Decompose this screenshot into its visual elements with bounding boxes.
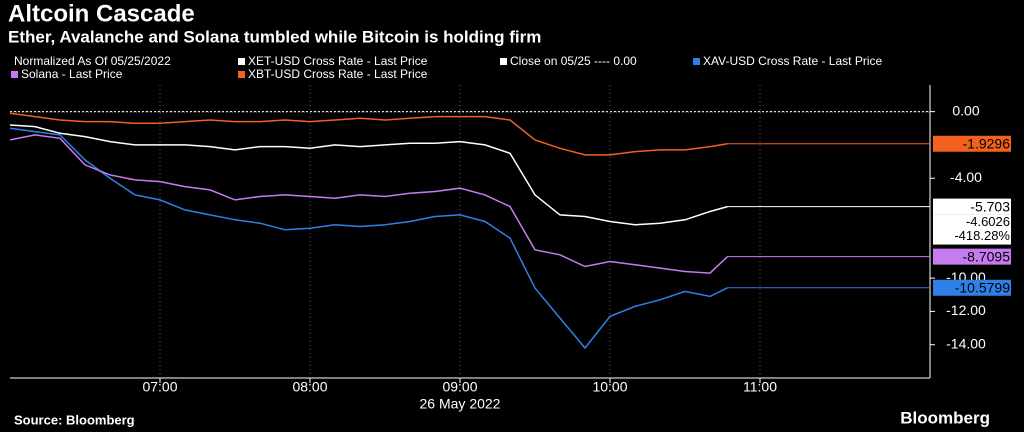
series-line (9, 124, 728, 226)
y-tick-label: -14.00 (946, 335, 986, 351)
legend-label: Close on 05/25 ---- 0.00 (510, 54, 637, 68)
value-label: -10.5799 (955, 279, 1010, 295)
legend-swatch (238, 71, 245, 78)
x-tick-label: 08:00 (292, 379, 327, 395)
legend-swatch (238, 58, 245, 65)
x-tick-label: 09:00 (442, 379, 477, 395)
brand: Bloomberg (900, 408, 990, 427)
x-tick-label: 11:00 (743, 379, 777, 395)
x-axis-label: 26 May 2022 (420, 396, 501, 412)
legend-label: XBT-USD Cross Rate - Last Price (248, 67, 428, 81)
series-line (9, 112, 728, 156)
value-label: -5.703 (970, 198, 1010, 214)
annotation: -4.6026 (966, 214, 1010, 229)
value-label-box (933, 279, 1011, 296)
value-label-box (933, 248, 1011, 265)
value-label-box (933, 198, 1011, 215)
series-line (9, 134, 729, 274)
chart-subtitle: Ether, Avalanche and Solana tumbled whil… (8, 27, 541, 46)
annotation: -418.28% (954, 228, 1010, 243)
legend-label: XAV-USD Cross Rate - Last Price (703, 54, 882, 68)
annotation-box (933, 214, 1011, 245)
y-tick-label: -4.00 (950, 169, 982, 185)
legend-swatch (11, 71, 18, 78)
legend-label: XET-USD Cross Rate - Last Price (248, 54, 428, 68)
legend-swatch (693, 58, 700, 65)
y-tick-label: 0.00 (952, 102, 979, 118)
legend-swatch (500, 58, 507, 65)
legend-label: Solana - Last Price (21, 67, 123, 81)
x-tick-label: 07:00 (142, 379, 177, 395)
y-tick-label: -12.00 (946, 302, 986, 318)
value-label: -8.7095 (963, 248, 1011, 264)
chart-title: Altcoin Cascade (8, 0, 195, 27)
value-label-box (933, 135, 1011, 152)
source: Source: Bloomberg (14, 412, 135, 427)
value-label: -1.9296 (963, 135, 1011, 151)
series-line (9, 127, 728, 350)
legend-title: Normalized As Of 05/25/2022 (14, 54, 171, 68)
x-tick-label: 10:00 (592, 379, 627, 395)
